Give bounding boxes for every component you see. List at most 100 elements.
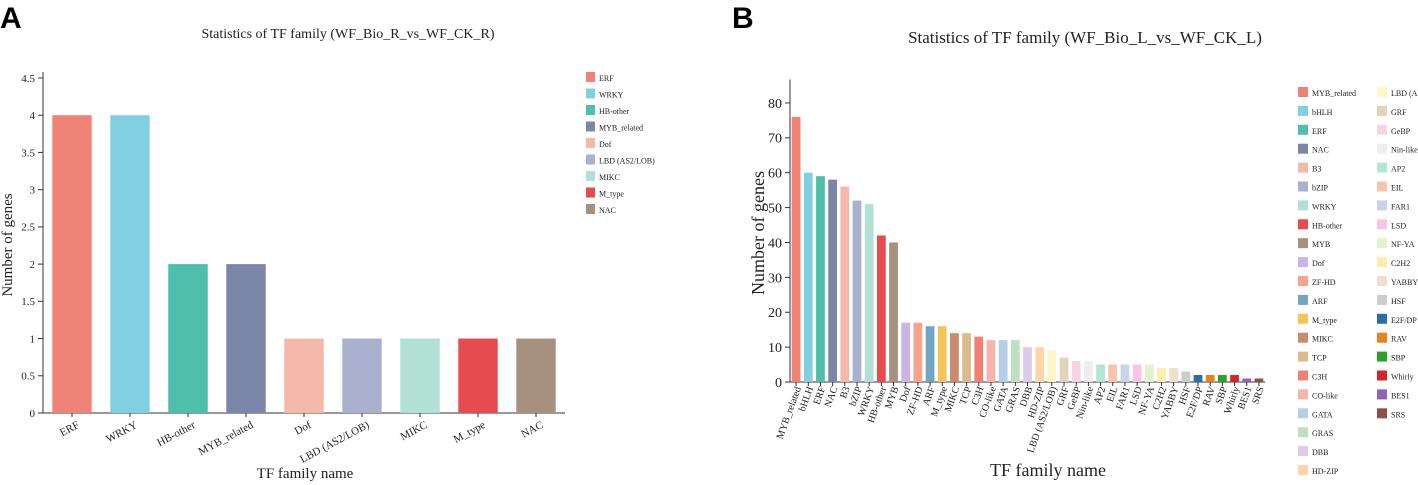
bar-nac — [516, 338, 556, 413]
bars-a — [52, 115, 556, 413]
bar-co-like — [986, 340, 996, 382]
panel-letter-b: B — [732, 2, 754, 35]
legend-swatch-far1 — [1377, 200, 1387, 211]
legend-label-hb-other: HB-other — [1312, 221, 1343, 230]
bar-lsd — [1132, 364, 1142, 382]
x-tick-label-m-type: M_type — [452, 419, 488, 446]
bar-gras — [1010, 340, 1020, 382]
legend-label-zf-hd: ZF-HD — [1312, 278, 1336, 287]
legend-label-mikc: MIKC — [599, 173, 620, 182]
legend-label-myb: MYB — [1312, 240, 1330, 249]
chart-title-a: Statistics of TF family (WF_Bio_R_vs_WF_… — [202, 27, 495, 42]
legend-item-myb: MYB — [1298, 238, 1330, 249]
y-tick-label-10: 10 — [768, 341, 782, 356]
x-axis-label-b: TF family name — [990, 460, 1106, 480]
legend-swatch-sbp — [1377, 351, 1387, 362]
bars-b — [791, 116, 1264, 383]
bar-tcp — [962, 333, 971, 382]
legend-item-wrky: WRKY — [586, 88, 624, 100]
legend-swatch-hb-other — [1298, 219, 1308, 230]
legend-label-whirly: Whirly — [1391, 373, 1414, 382]
bar-mikc — [950, 333, 959, 382]
bar-nac — [828, 179, 838, 382]
bar-lbd-as2-lob — [342, 338, 382, 413]
bar-myb — [889, 242, 898, 382]
legend-label-bhlh: bHLH — [1312, 108, 1333, 117]
bar-grf — [1059, 357, 1069, 382]
legend-swatch-c3h — [1298, 370, 1308, 381]
bar-m-type — [937, 326, 947, 382]
x-tick-label-eil: EIL — [1105, 385, 1121, 403]
legend-item-hb-other: HB-other — [1298, 219, 1343, 230]
y-tick-label-2: 2 — [30, 259, 36, 271]
x-tick-label-myb-related: MYB_related — [775, 385, 804, 440]
legend-item-c2h2: C2H2 — [1377, 257, 1410, 268]
y-tick-label-80: 80 — [768, 97, 782, 112]
legend-label-gebp: GeBP — [1391, 127, 1411, 136]
x-tick-label-hb-other: HB-other — [155, 419, 198, 449]
x-tick-label-nac: NAC — [519, 419, 545, 441]
legend-label-m-type: M_type — [599, 190, 624, 199]
legend-label-far1: FAR1 — [1391, 202, 1410, 211]
bar-wrky — [864, 204, 874, 382]
legend-swatch-e2f-dp — [1377, 313, 1387, 324]
legend-label-erf: ERF — [1312, 127, 1327, 136]
legend-item-sbp: SBP — [1377, 351, 1406, 363]
bar-gebp — [1071, 361, 1081, 382]
x-tick-label-wrky: WRKY — [104, 419, 139, 445]
bar-nf-ya — [1144, 364, 1154, 382]
legend-item-rav: RAV — [1377, 332, 1407, 344]
legend-item-myb-related: MYB_related — [1298, 87, 1356, 98]
bar-rav — [1205, 375, 1215, 382]
legend-item-c3h: C3H — [1298, 370, 1327, 382]
legend-label-srs: SRS — [1391, 410, 1405, 419]
legend-swatch-lbd-as2-lob — [1377, 87, 1387, 97]
legend-swatch-whirly — [1377, 370, 1387, 381]
legend-swatch-m-type — [586, 187, 595, 198]
y-axis-label-a: Number of genes — [0, 193, 16, 296]
legend-swatch-wrky — [586, 88, 595, 99]
legend-item-ap2: AP2 — [1377, 162, 1405, 174]
bar-c3h — [974, 336, 984, 382]
legend-swatch-lbd-as2-lob — [586, 154, 595, 165]
legend-swatch-hsf — [1377, 294, 1387, 305]
bar-dbb — [1023, 347, 1032, 382]
legend-label-wrky: WRKY — [599, 91, 624, 100]
bar-hb-other — [168, 264, 208, 413]
legend-item-dbb: DBB — [1298, 446, 1328, 457]
legend-swatch-eil — [1377, 181, 1387, 192]
legend-item-dof: Dof — [1298, 257, 1325, 268]
legend-item-srs: SRS — [1377, 408, 1405, 419]
legend-label-sbp: SBP — [1391, 354, 1406, 363]
legend-label-eil: EIL — [1391, 184, 1404, 193]
y-tick-label-40: 40 — [768, 236, 782, 251]
y-axis-label-b: Number of genes — [748, 171, 768, 295]
legend-label-dof: Dof — [599, 140, 612, 149]
x-tick-label-myb-related: MYB_related — [196, 419, 255, 458]
legend-swatch-lsd — [1377, 219, 1387, 230]
legend-item-m-type: M_type — [1298, 313, 1337, 325]
legend-item-arf: ARF — [1298, 294, 1328, 306]
legend-item-bhlh: bHLH — [1298, 105, 1333, 117]
bar-mikc — [400, 338, 440, 413]
legend-item-zf-hd: ZF-HD — [1298, 276, 1336, 287]
y-tick-label-50: 50 — [768, 201, 782, 216]
legend-swatch-rav — [1377, 332, 1387, 343]
y-tick-label-4: 4 — [30, 110, 36, 122]
legend-swatch-dbb — [1298, 446, 1308, 457]
legend-label-gata: GATA — [1312, 410, 1333, 419]
legend-label-b3: B3 — [1312, 165, 1321, 174]
legend-swatch-dof — [586, 138, 595, 148]
y-tick-label-1: 1 — [30, 333, 36, 345]
legend-swatch-wrky — [1298, 200, 1308, 211]
legend-swatch-co-like — [1298, 389, 1308, 400]
legend-b: MYB_related bHLH ERF NAC B3 bZIP WRKY HB-other M… — [1298, 87, 1418, 476]
legend-label-arf: ARF — [1312, 297, 1328, 306]
legend-swatch-bhlh — [1298, 105, 1308, 116]
bar-m-type — [458, 338, 498, 413]
legend-swatch-arf — [1298, 294, 1308, 305]
bar-wrky — [110, 115, 150, 413]
panel-letter-a: A — [0, 2, 22, 35]
legend-swatch-dof — [1298, 257, 1308, 268]
